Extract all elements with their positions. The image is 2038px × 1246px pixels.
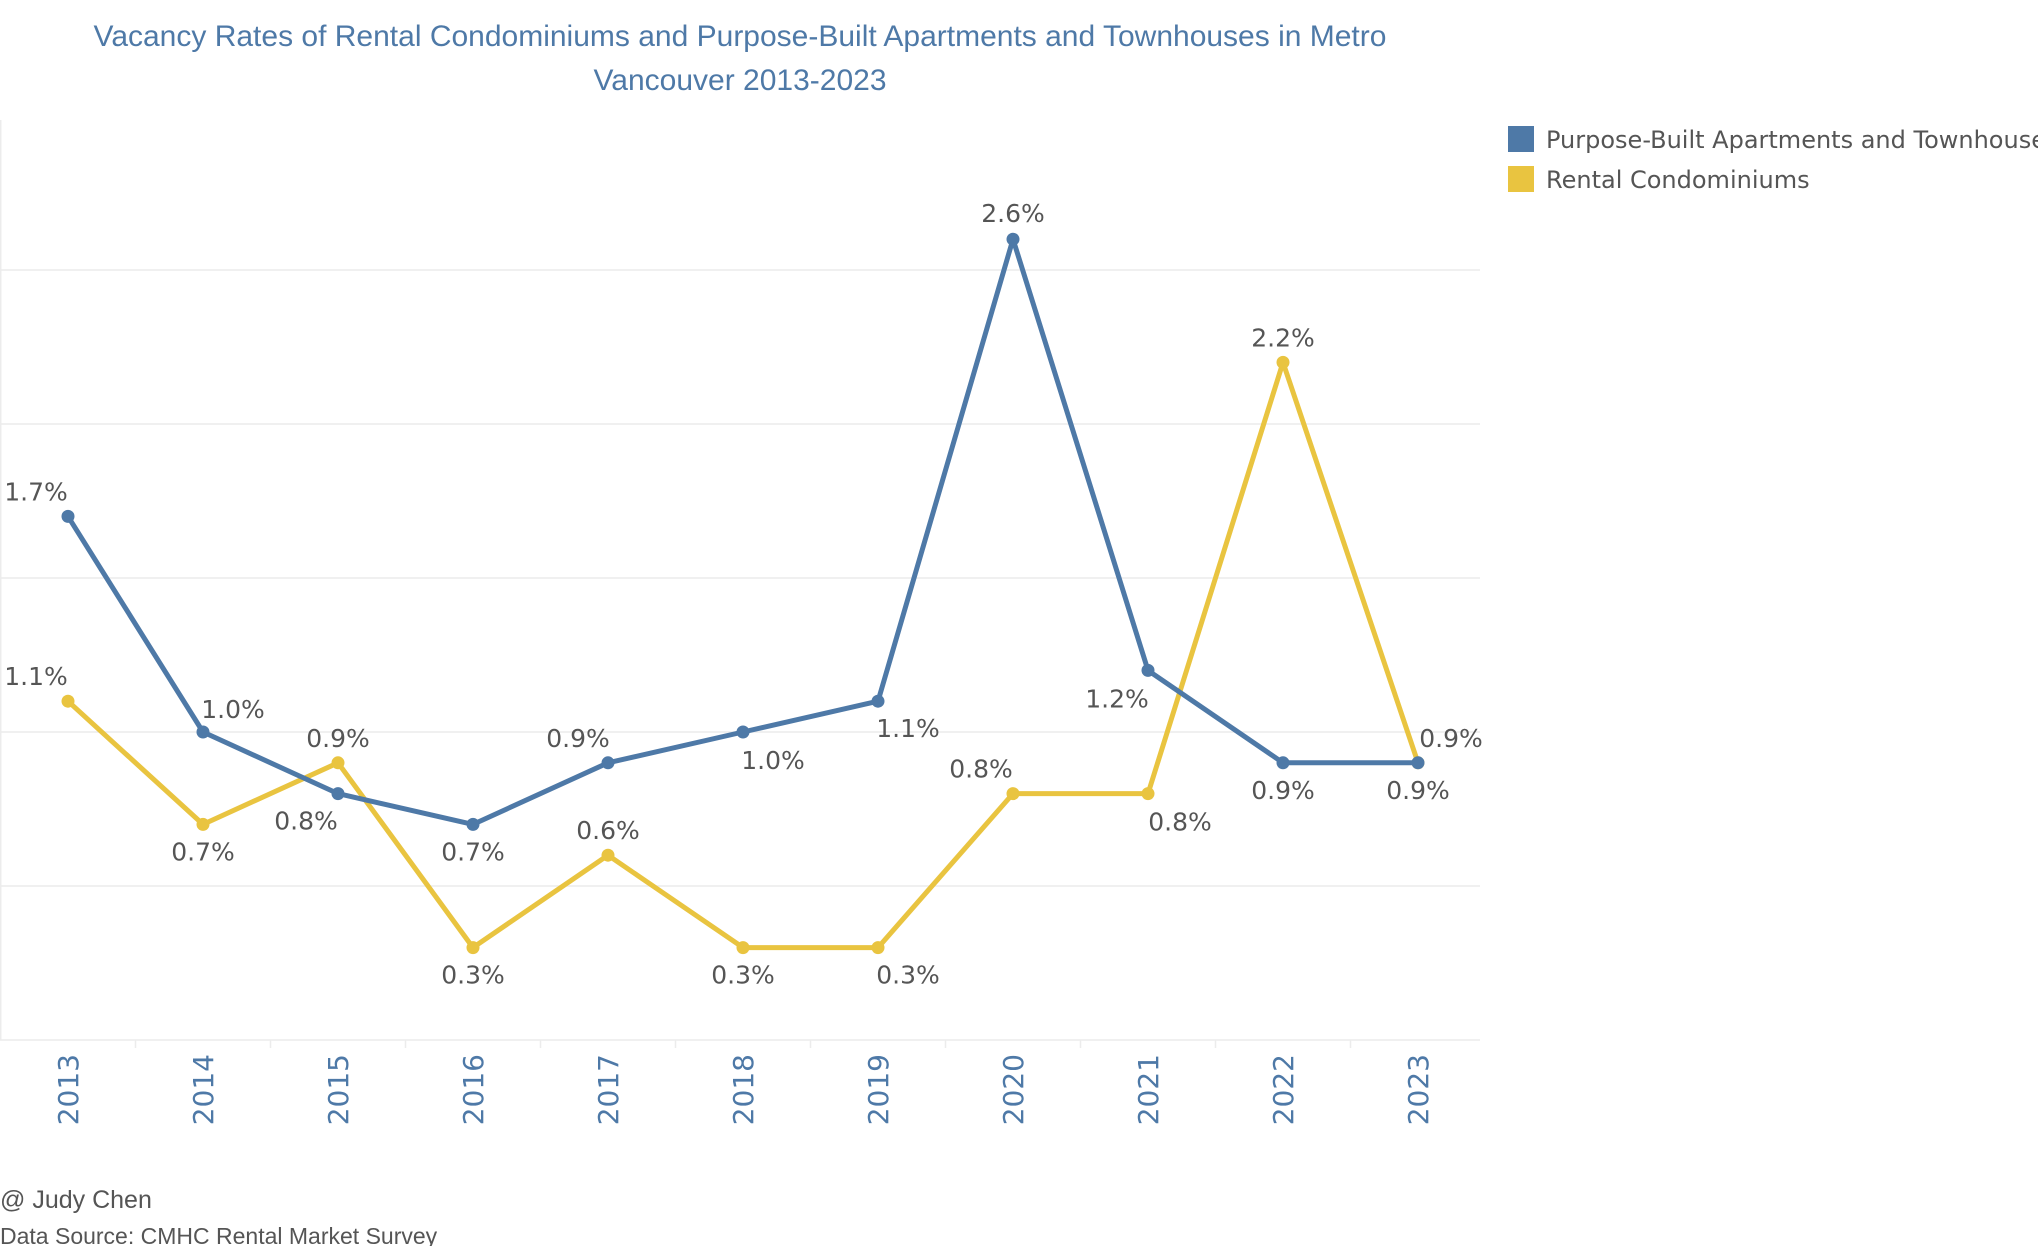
data-point-condominiums [61,694,75,708]
x-tick-label: 2023 [1402,1054,1435,1125]
series-line-condominiums [65,359,1421,951]
data-point-apartments [1276,756,1290,770]
x-tick-label: 2021 [1132,1054,1165,1125]
data-label-condominiums: 0.8% [1148,808,1212,837]
gridlines [0,120,1480,1041]
series-lines [61,232,1425,955]
legend-label: Purpose-Built Apartments and Townhouses [1546,126,2038,154]
data-label-condominiums: 0.6% [576,816,640,845]
data-label-apartments: 1.1% [876,714,940,743]
legend-label: Rental Condominiums [1546,166,1810,194]
data-label-apartments: 1.0% [741,746,805,775]
footer: @ Judy Chen Data Source: CMHC Rental Mar… [0,1186,438,1246]
x-tick-label: 2017 [592,1054,625,1125]
data-point-apartments [1411,756,1425,770]
x-tick-label: 2015 [322,1054,355,1125]
data-labels: 1.1% 0.7% 0.9% 0.3% 0.6% 0.3% 0.3% 0.8% 0.8% 2.2%… [4,199,1483,989]
data-point-condominiums [196,817,210,831]
legend: Purpose-Built Apartments and Townhouses R… [1508,126,2038,194]
data-label-apartments: 0.9% [1386,776,1450,805]
legend-swatch [1508,126,1534,152]
chart-title-line-2: Vancouver 2013-2023 [594,64,887,97]
chart-title: Vacancy Rates of Rental Condominiums and… [94,20,1387,97]
data-point-condominiums [871,941,885,955]
x-tick-label: 2019 [862,1054,895,1125]
data-point-apartments [1006,232,1020,246]
data-point-apartments [871,694,885,708]
data-label-condominiums: 0.9% [306,724,370,753]
data-point-apartments [196,725,210,739]
x-tick-label: 2018 [727,1054,760,1125]
data-point-apartments [1141,663,1155,677]
data-label-apartments: 1.2% [1085,684,1149,713]
data-label-condominiums: 0.3% [711,961,775,990]
data-label-condominiums: 0.7% [171,837,235,866]
x-tick-label: 2013 [52,1054,85,1125]
data-point-condominiums [1141,787,1155,801]
legend-swatch [1508,166,1534,192]
x-tick-label: 2014 [187,1054,220,1125]
data-source-text: Data Source: CMHC Rental Market Survey [0,1223,438,1246]
data-point-condominiums [331,756,345,770]
data-point-condominiums [466,941,480,955]
data-label-apartments: 0.8% [274,807,338,836]
data-label-apartments: 2.6% [981,199,1045,228]
x-tick-label: 2022 [1267,1054,1300,1125]
data-point-apartments [61,509,75,523]
data-label-condominiums: 1.1% [4,662,68,691]
data-point-condominiums [736,941,750,955]
data-label-apartments: 0.9% [1251,776,1315,805]
data-point-condominiums [1276,355,1290,369]
x-axis: 2013 2014 2015 2016 2017 2018 2019 2020 2021 2022… [52,1040,1435,1125]
data-point-apartments [736,725,750,739]
data-point-apartments [466,817,480,831]
data-point-apartments [601,756,615,770]
data-point-apartments [331,787,345,801]
data-label-condominiums: 0.9% [1419,724,1483,753]
data-label-condominiums: 0.3% [441,961,505,990]
data-label-condominiums: 0.3% [876,961,940,990]
data-label-apartments: 1.0% [201,695,265,724]
data-label-condominiums: 2.2% [1251,323,1315,352]
chart-title-line-1: Vacancy Rates of Rental Condominiums and… [94,20,1387,53]
data-label-apartments: 1.7% [4,477,68,506]
data-label-condominiums: 0.8% [949,755,1013,784]
data-point-condominiums [601,848,615,862]
x-tick-label: 2020 [997,1054,1030,1125]
data-label-apartments: 0.9% [546,724,610,753]
credit-text: @ Judy Chen [0,1186,152,1214]
data-label-apartments: 0.7% [441,837,505,866]
x-tick-label: 2016 [457,1054,490,1125]
data-point-condominiums [1006,787,1020,801]
